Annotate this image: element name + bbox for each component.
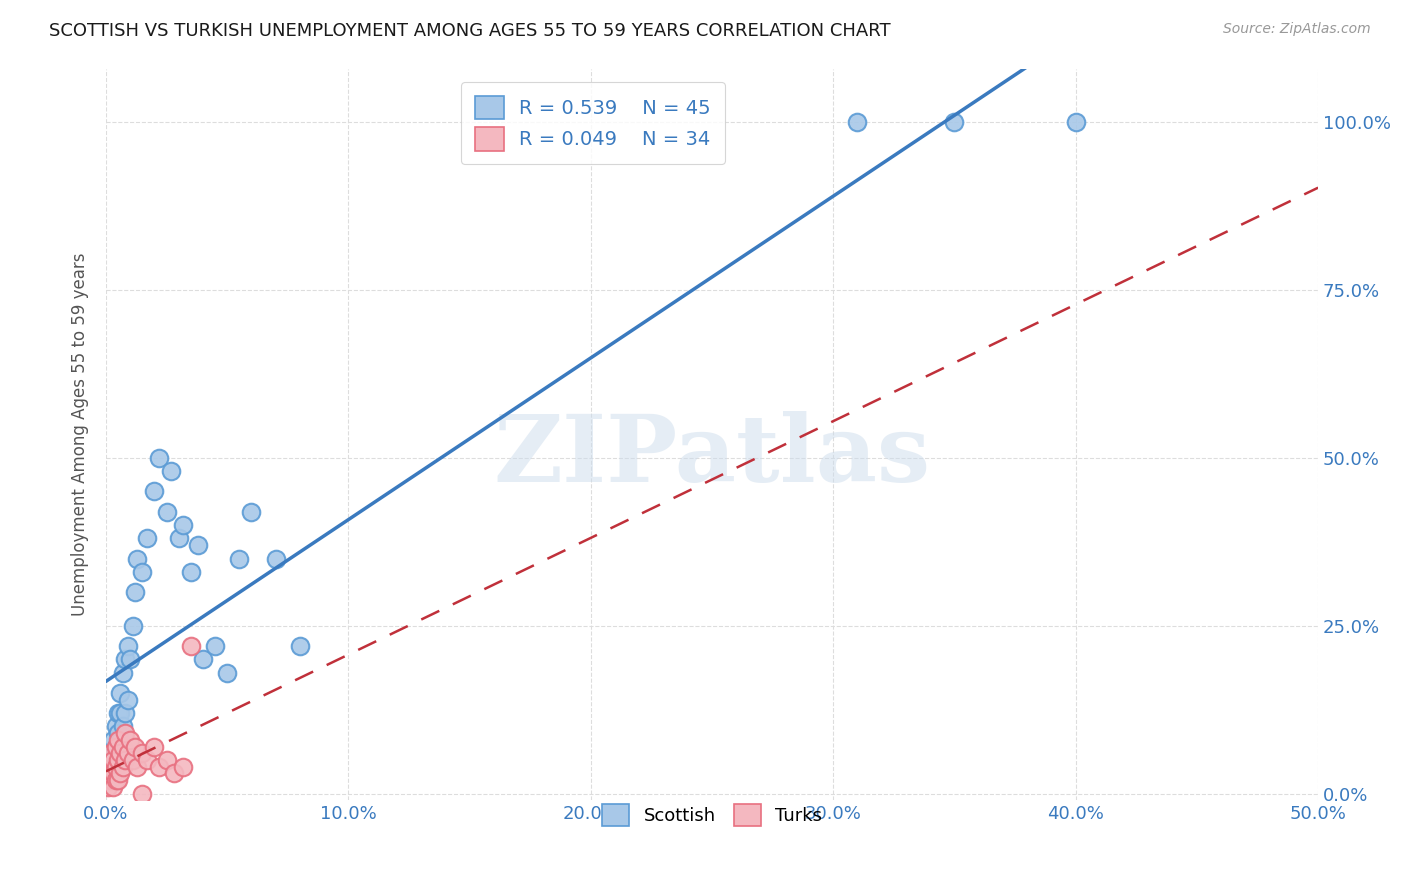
Point xyxy=(846,115,869,129)
Point xyxy=(107,773,129,788)
Point xyxy=(97,766,120,780)
Point xyxy=(104,773,127,788)
Point xyxy=(124,585,146,599)
Point xyxy=(110,706,132,720)
Point xyxy=(163,766,186,780)
Point xyxy=(187,538,209,552)
Point xyxy=(111,739,134,754)
Point xyxy=(110,766,132,780)
Text: Source: ZipAtlas.com: Source: ZipAtlas.com xyxy=(1223,22,1371,37)
Text: SCOTTISH VS TURKISH UNEMPLOYMENT AMONG AGES 55 TO 59 YEARS CORRELATION CHART: SCOTTISH VS TURKISH UNEMPLOYMENT AMONG A… xyxy=(49,22,891,40)
Point xyxy=(155,753,177,767)
Point xyxy=(101,780,124,794)
Point xyxy=(160,464,183,478)
Point xyxy=(107,732,129,747)
Point xyxy=(97,759,120,773)
Point xyxy=(101,759,124,773)
Point xyxy=(240,505,263,519)
Point xyxy=(228,551,250,566)
Point xyxy=(107,706,129,720)
Point xyxy=(107,753,129,767)
Point xyxy=(120,732,142,747)
Point xyxy=(121,753,143,767)
Text: ZIPatlas: ZIPatlas xyxy=(494,411,931,501)
Point xyxy=(167,532,190,546)
Point xyxy=(124,739,146,754)
Point xyxy=(143,484,166,499)
Point xyxy=(100,746,122,760)
Point xyxy=(107,746,129,760)
Point xyxy=(217,665,239,680)
Point xyxy=(180,639,202,653)
Point xyxy=(101,746,124,760)
Point xyxy=(110,686,132,700)
Point xyxy=(191,652,214,666)
Point xyxy=(136,532,159,546)
Point xyxy=(204,639,226,653)
Point xyxy=(104,719,127,733)
Point xyxy=(148,759,170,773)
Point xyxy=(107,726,129,740)
Point xyxy=(97,773,120,788)
Point xyxy=(1064,115,1087,129)
Point xyxy=(117,639,139,653)
Point xyxy=(111,759,134,773)
Point xyxy=(114,753,136,767)
Point xyxy=(114,652,136,666)
Point xyxy=(127,551,149,566)
Point xyxy=(117,746,139,760)
Point xyxy=(155,505,177,519)
Point xyxy=(180,565,202,579)
Point xyxy=(173,759,195,773)
Point xyxy=(143,739,166,754)
Point xyxy=(148,450,170,465)
Point xyxy=(111,665,134,680)
Point xyxy=(114,726,136,740)
Point xyxy=(114,706,136,720)
Point xyxy=(104,739,127,754)
Point xyxy=(104,759,127,773)
Point xyxy=(288,639,311,653)
Point xyxy=(101,753,124,767)
Legend: Scottish, Turks: Scottish, Turks xyxy=(593,795,831,835)
Point xyxy=(136,753,159,767)
Point xyxy=(97,780,120,794)
Point xyxy=(100,759,122,773)
Point xyxy=(131,565,153,579)
Point xyxy=(121,618,143,632)
Point xyxy=(104,739,127,754)
Point xyxy=(127,759,149,773)
Point xyxy=(120,652,142,666)
Point xyxy=(131,787,153,801)
Point xyxy=(264,551,287,566)
Point xyxy=(100,753,122,767)
Point xyxy=(117,692,139,706)
Point xyxy=(173,518,195,533)
Point xyxy=(943,115,966,129)
Point xyxy=(111,719,134,733)
Point xyxy=(100,773,122,788)
Point xyxy=(131,746,153,760)
Point xyxy=(110,746,132,760)
Point xyxy=(100,766,122,780)
Point xyxy=(101,732,124,747)
Y-axis label: Unemployment Among Ages 55 to 59 years: Unemployment Among Ages 55 to 59 years xyxy=(72,252,89,616)
Point xyxy=(101,766,124,780)
Point xyxy=(104,753,127,767)
Point xyxy=(110,732,132,747)
